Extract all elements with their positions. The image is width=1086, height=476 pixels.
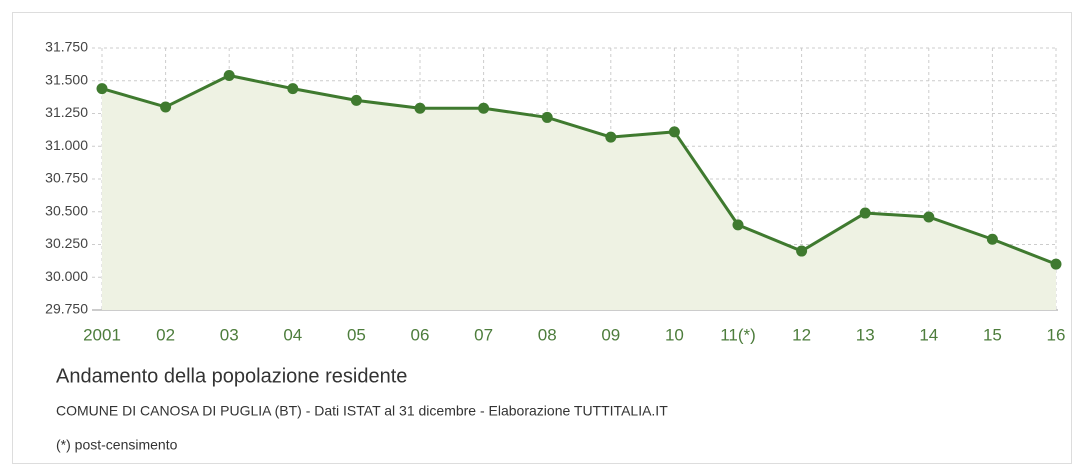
chart-title: Andamento della popolazione residente [56,365,407,387]
x-tick-label: 05 [347,325,366,344]
chart-frame [12,12,1072,464]
point [796,245,808,257]
point [732,219,744,231]
y-tick-label: 29.750 [45,301,88,317]
y-tick-label: 30.250 [45,235,88,251]
point [350,94,362,106]
x-tick-label: 09 [601,325,620,344]
point [605,131,617,143]
chart-subtitle: COMUNE DI CANOSA DI PUGLIA (BT) - Dati I… [56,403,668,419]
x-tick-label: 14 [919,325,938,344]
x-tick-label: 15 [983,325,1002,344]
y-tick-label: 30.000 [45,268,88,284]
x-tick-label: 16 [1047,325,1066,344]
point [478,102,490,114]
x-tick-label: 02 [156,325,175,344]
x-tick-label: 12 [792,325,811,344]
y-tick-label: 31.250 [45,104,88,120]
x-tick-label: 04 [283,325,302,344]
point [96,83,108,95]
x-tick-label: 10 [665,325,684,344]
point [923,211,935,223]
y-tick-label: 30.750 [45,170,88,186]
chart-note: (*) post-censimento [56,437,178,453]
x-tick-label: 13 [856,325,875,344]
point [287,83,299,95]
x-tick-label: 06 [411,325,430,344]
point [986,233,998,245]
point [668,126,680,138]
line [101,73,1057,266]
y-tick-label: 30.500 [45,202,88,218]
point [1050,258,1062,270]
x-tick-label: 07 [474,325,493,344]
x-tick-label: 08 [538,325,557,344]
point [541,111,553,123]
point [859,207,871,219]
x-tick-label: 11(*) [720,325,756,344]
y-tick-label: 31.000 [45,137,88,153]
area [102,75,1056,310]
x-tick-label: 2001 [83,325,121,344]
y-tick-label: 31.500 [45,71,88,87]
x-tick-label: 03 [220,325,239,344]
point [160,101,172,113]
point [223,70,235,82]
y-tick-label: 31.750 [45,39,88,55]
point [414,102,426,114]
